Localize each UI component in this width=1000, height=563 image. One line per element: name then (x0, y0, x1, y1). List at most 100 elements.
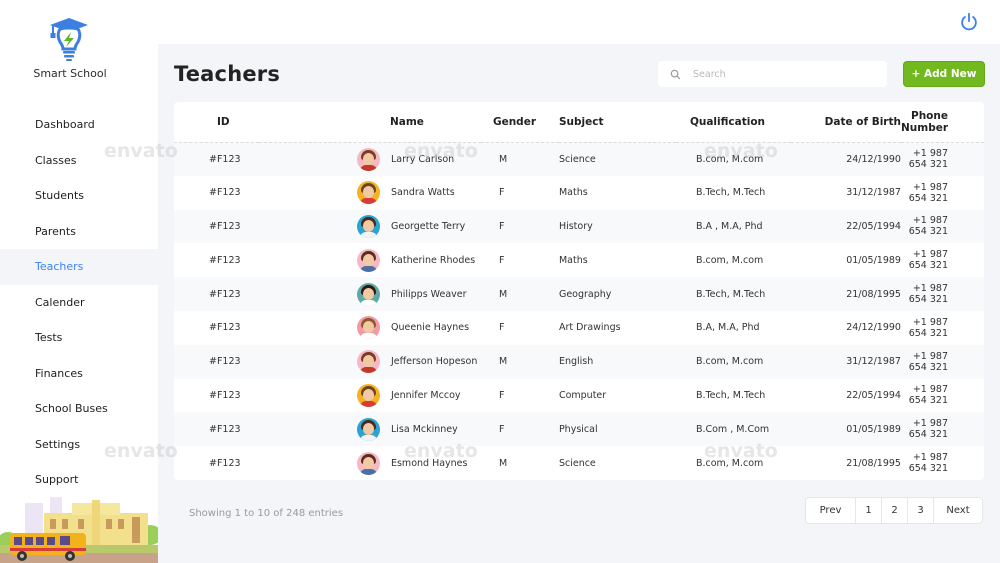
table-row[interactable]: #F123 Sandra Watts F Maths B.Tech, M.Tech 31/… (174, 176, 984, 210)
cell-phone-number: +1 987 654 321 (908, 316, 948, 339)
cell-subject: Maths (558, 187, 588, 199)
table-row[interactable]: #F123 Philipps Weaver M Geography B.Tech, M.… (174, 277, 984, 311)
cell-phone-number: +1 987 654 321 (908, 215, 948, 238)
table-row[interactable]: #F123 Jefferson Hopeson M English B.com, M.c… (174, 344, 984, 379)
cell-phone-number: +1 987 654 321 (908, 350, 948, 373)
table-row[interactable]: #F123 Esmond Haynes M Science B.com, M.com 21… (174, 446, 984, 480)
cell-id: #F123 (209, 153, 241, 165)
avatar (356, 214, 380, 238)
cell-qualification: B.Com , M.Com (695, 423, 770, 435)
column-header-phone-number[interactable]: Phone Number (900, 109, 949, 134)
cell-qualification: B.Tech, M.Tech (695, 389, 766, 401)
cell-id: #F123 (209, 220, 241, 232)
pagination-next-button[interactable]: Next (946, 505, 970, 516)
cell-subject: Maths (558, 254, 588, 266)
cell-qualification: B.A , M.A, Phd (695, 220, 763, 232)
teacher-name[interactable]: Esmond Haynes (390, 457, 468, 469)
cell-name: Larry Carlson (259, 142, 481, 176)
table-row[interactable]: #F123 Lisa Mckinney F Physical B.Com , M.Com… (174, 412, 984, 447)
table-row[interactable]: #F123 Queenie Haynes F Art Drawings B.A, M.A… (174, 311, 984, 345)
table-row[interactable]: #F123 Georgette Terry F History B.A , M.A, P… (174, 209, 984, 244)
page-title: Teachers (174, 62, 281, 86)
avatar (356, 282, 380, 306)
table-row[interactable]: #F123 Katherine Rhodes F Maths B.com, M.com 0… (174, 243, 984, 277)
top-bar (158, 0, 1000, 44)
cell-gender: F (498, 389, 505, 401)
pagination: Prev 1 2 3 Next (805, 497, 983, 524)
pagination-page-1[interactable]: 1 (856, 498, 882, 523)
sidebar-item-parents[interactable]: Parents (35, 224, 76, 238)
cell-subject: Physical (558, 423, 598, 435)
sidebar-item-tests[interactable]: Tests (35, 331, 63, 345)
cell-id: #F123 (209, 254, 241, 266)
cell-qualification: B.com, M.com (695, 153, 764, 165)
sidebar-item-calender[interactable]: Calender (35, 295, 85, 309)
cell-name: Jefferson Hopeson (259, 345, 481, 379)
cell-gender: F (498, 254, 505, 266)
teacher-name[interactable]: Jennifer Mccoy (390, 389, 461, 401)
power-icon[interactable] (958, 11, 980, 33)
search-box[interactable] (658, 61, 887, 87)
column-header-name[interactable]: Name (389, 115, 424, 128)
pagination-prev-button[interactable]: Prev (806, 498, 856, 523)
teacher-name[interactable]: Larry Carlson (390, 153, 455, 165)
search-input[interactable] (693, 68, 873, 80)
column-header-subject[interactable]: Subject (558, 115, 604, 128)
sidebar-item-finances[interactable]: Finances (35, 366, 83, 380)
cell-phone-number: +1 987 654 321 (908, 249, 948, 272)
pagination-page-2[interactable]: 2 (882, 498, 908, 523)
cell-phone-number: +1 987 654 321 (908, 148, 948, 171)
cell-subject: Geography (558, 288, 612, 300)
cell-qualification: B.com, M.com (695, 457, 764, 469)
column-header-id[interactable]: ID (217, 115, 230, 128)
teacher-name[interactable]: Philipps Weaver (390, 288, 467, 300)
teacher-name[interactable]: Queenie Haynes (390, 322, 470, 334)
cell-gender: F (498, 322, 505, 334)
avatar (356, 316, 380, 340)
column-header-qualification[interactable]: Qualification (689, 115, 766, 128)
cell-phone-number: +1 987 654 321 (908, 418, 948, 441)
table-row[interactable]: #F123 Larry Carlson M Science B.com, M.com 24… (174, 142, 984, 176)
sidebar-item-settings[interactable]: Settings (35, 437, 81, 451)
cell-date-of-birth: 21/08/1995 (846, 457, 901, 469)
cell-qualification: B.com, M.com (695, 356, 764, 368)
sidebar-item-school-buses[interactable]: School Buses (35, 402, 108, 416)
cell-gender: F (498, 220, 505, 232)
cell-date-of-birth: 31/12/1987 (846, 187, 901, 199)
teacher-name[interactable]: Lisa Mckinney (390, 423, 458, 435)
entries-info: Showing 1 to 10 of 248 entries (189, 508, 344, 519)
avatar (356, 147, 380, 171)
avatar (356, 417, 380, 441)
table-row[interactable]: #F123 Jennifer Mccoy F Computer B.Tech, M.Te… (174, 379, 984, 413)
cell-id: #F123 (209, 322, 241, 334)
cell-qualification: B.Tech, M.Tech (695, 288, 766, 300)
cell-name: Sandra Watts (259, 176, 481, 210)
teacher-name[interactable]: Sandra Watts (390, 187, 455, 199)
column-header-date-of-birth[interactable]: Date of Birth (824, 115, 901, 128)
teacher-name[interactable]: Jefferson Hopeson (390, 356, 478, 368)
cell-id: #F123 (209, 389, 241, 401)
sidebar-item-teachers[interactable]: Teachers (0, 249, 158, 285)
cell-subject: Science (558, 457, 596, 469)
cell-gender: M (498, 356, 508, 368)
cell-subject: Art Drawings (558, 322, 621, 334)
teacher-name[interactable]: Katherine Rhodes (390, 254, 476, 266)
sidebar-item-dashboard[interactable]: Dashboard (35, 118, 95, 132)
sidebar-item-students[interactable]: Students (35, 189, 85, 203)
column-header-gender[interactable]: Gender (492, 115, 536, 128)
cell-phone-number: +1 987 654 321 (908, 283, 948, 306)
cell-gender: F (498, 423, 505, 435)
add-new-button[interactable]: + Add New (903, 61, 985, 87)
avatar (356, 350, 380, 374)
pagination-page-3[interactable]: 3 (908, 498, 934, 523)
cell-phone-number: +1 987 654 321 (908, 181, 948, 204)
sidebar-item-classes[interactable]: Classes (35, 153, 77, 167)
teacher-name[interactable]: Georgette Terry (390, 220, 466, 232)
sidebar-item-support[interactable]: Support (35, 473, 79, 487)
cell-id: #F123 (209, 187, 241, 199)
cell-gender: M (498, 457, 508, 469)
cell-date-of-birth: 24/12/1990 (846, 322, 901, 334)
cell-qualification: B.com, M.com (695, 254, 764, 266)
cell-id: #F123 (209, 423, 241, 435)
cell-qualification: B.Tech, M.Tech (695, 187, 766, 199)
